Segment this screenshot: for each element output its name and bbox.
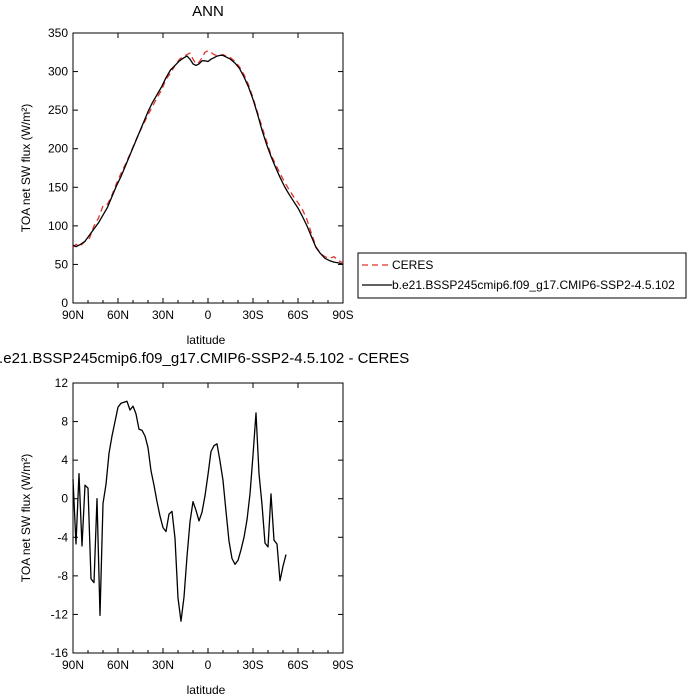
bottom-x-tick-label: 90N (62, 658, 84, 672)
top-x-tick-label: 30S (242, 308, 263, 322)
top-y-axis-label: TOA net SW flux (W/m²) (19, 104, 33, 232)
top-x-axis-label: latitude (187, 333, 226, 347)
top-x-tick-label: 90N (62, 308, 84, 322)
bottom-y-axis-label: TOA net SW flux (W/m²) (19, 454, 33, 582)
top-x-tick-label: 90S (332, 308, 353, 322)
top-x-tick-label: 60S (287, 308, 308, 322)
legend-label-model: b.e21.BSSP245cmip6.f09_g17.CMIP6-SSP2-4.… (392, 278, 675, 292)
bottom-y-tick-label: -4 (57, 530, 68, 544)
bottom-y-tick-label: 4 (61, 453, 68, 467)
bottom-x-tick-label: 30S (242, 658, 263, 672)
bottom-x-tick-label: 60S (287, 658, 308, 672)
bottom-line-chart: b.e21.BSSP245cmip6.f09_g17.CMIP6-SSP2-4.… (0, 350, 409, 697)
top-series-line-0 (72, 50, 344, 264)
bottom-y-tick-label: 8 (61, 415, 68, 429)
bottom-y-tick-label: -8 (57, 569, 68, 583)
top-y-tick-label: 150 (48, 180, 68, 194)
legend: CERES b.e21.BSSP245cmip6.f09_g17.CMIP6-S… (357, 252, 687, 299)
bottom-plot-frame (72, 382, 344, 654)
bottom-x-tick-label: 60N (107, 658, 129, 672)
top-y-tick-label: 350 (48, 26, 68, 40)
top-y-tick-label: 250 (48, 103, 68, 117)
bottom-y-tick-label: -12 (51, 607, 69, 621)
top-x-tick-label: 0 (205, 308, 212, 322)
top-x-tick-label: 60N (107, 308, 129, 322)
top-chart-title: ANN (192, 3, 224, 20)
top-y-tick-label: 100 (48, 219, 68, 233)
bottom-x-tick-label: 90S (332, 658, 353, 672)
top-y-tick-label: 300 (48, 65, 68, 79)
legend-box (357, 252, 687, 299)
top-y-tick-label: 50 (55, 257, 69, 271)
bottom-x-axis-label: latitude (187, 683, 226, 697)
bottom-y-tick-label: -16 (51, 646, 69, 660)
bottom-x-tick-label: 30N (152, 658, 174, 672)
bottom-chart-title: b.e21.BSSP245cmip6.f09_g17.CMIP6-SSP2-4.… (0, 350, 409, 367)
top-y-tick-label: 200 (48, 142, 68, 156)
top-series-line-1 (72, 54, 344, 266)
top-plot-frame (72, 32, 344, 304)
legend-label-ceres: CERES (392, 258, 433, 272)
bottom-y-tick-label: 12 (55, 376, 69, 390)
bottom-series-line-0 (72, 400, 287, 622)
bottom-x-tick-label: 0 (205, 658, 212, 672)
top-y-tick-label: 0 (61, 296, 68, 310)
bottom-y-tick-label: 0 (61, 492, 68, 506)
top-x-tick-label: 30N (152, 308, 174, 322)
top-line-chart: ANN latitude TOA net SW flux (W/m²) 0 50 1… (19, 3, 354, 347)
